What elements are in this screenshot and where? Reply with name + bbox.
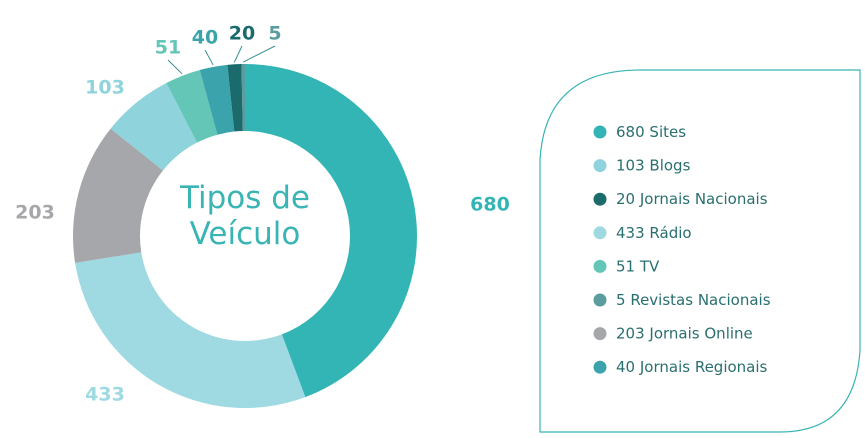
value-label: 433 bbox=[85, 384, 125, 406]
legend-marker bbox=[593, 259, 607, 273]
legend-label: 20 Jornais Nacionais bbox=[616, 190, 768, 208]
legend-name: Blogs bbox=[649, 156, 690, 174]
legend-label: 680 Sites bbox=[616, 123, 686, 141]
slice bbox=[75, 252, 306, 409]
legend-marker bbox=[593, 125, 607, 139]
legend-marker bbox=[593, 192, 607, 206]
legend-value: 433 bbox=[616, 223, 645, 241]
slice bbox=[199, 64, 235, 135]
slice bbox=[166, 70, 218, 143]
slice bbox=[241, 64, 245, 132]
slice bbox=[245, 64, 418, 398]
legend-value: 51 bbox=[616, 257, 635, 275]
legend-marker bbox=[593, 327, 607, 341]
legend-name: Jornais Nacionais bbox=[639, 190, 768, 208]
legend-value: 20 bbox=[616, 190, 635, 208]
value-label: 5 bbox=[268, 23, 281, 45]
legend-value: 680 bbox=[616, 123, 645, 141]
legend-name: Rádio bbox=[649, 223, 691, 241]
leader-line bbox=[242, 45, 276, 63]
chart-title: Tipos de Veículo bbox=[180, 180, 310, 252]
legend-marker bbox=[593, 226, 607, 240]
legend-marker bbox=[593, 293, 607, 307]
slice bbox=[110, 83, 197, 171]
value-label: 40 bbox=[192, 27, 218, 49]
value-label: 680 bbox=[470, 194, 510, 216]
leader-line bbox=[233, 45, 243, 63]
leader-line bbox=[204, 49, 214, 66]
legend-name: Revistas Nacionais bbox=[630, 291, 770, 309]
legend-value: 40 bbox=[616, 358, 635, 376]
slice bbox=[227, 64, 243, 132]
value-label: 203 bbox=[15, 202, 55, 224]
legend-label: 103 Blogs bbox=[616, 156, 691, 174]
legend-marker bbox=[593, 159, 607, 173]
legend-name: Jornais Online bbox=[648, 324, 752, 342]
leader-line bbox=[167, 59, 183, 75]
value-label: 103 bbox=[85, 77, 125, 99]
legend-value: 203 bbox=[616, 324, 645, 342]
legend-name: Sites bbox=[649, 123, 686, 141]
legend-marker bbox=[593, 360, 607, 374]
legend-label: 40 Jornais Regionais bbox=[616, 358, 768, 376]
slice bbox=[73, 128, 163, 263]
legend-label: 51 TV bbox=[616, 257, 660, 275]
legend-label: 203 Jornais Online bbox=[616, 324, 753, 342]
legend-name: Jornais Regionais bbox=[639, 358, 768, 376]
legend-label: 433 Rádio bbox=[616, 223, 692, 241]
legend-label: 5 Revistas Nacionais bbox=[616, 291, 771, 309]
legend-value: 103 bbox=[616, 156, 645, 174]
legend-name: TV bbox=[639, 257, 660, 275]
legend-box bbox=[539, 69, 861, 433]
value-label: 51 bbox=[155, 37, 181, 59]
legend-value: 5 bbox=[616, 291, 626, 309]
value-label: 20 bbox=[229, 23, 255, 45]
